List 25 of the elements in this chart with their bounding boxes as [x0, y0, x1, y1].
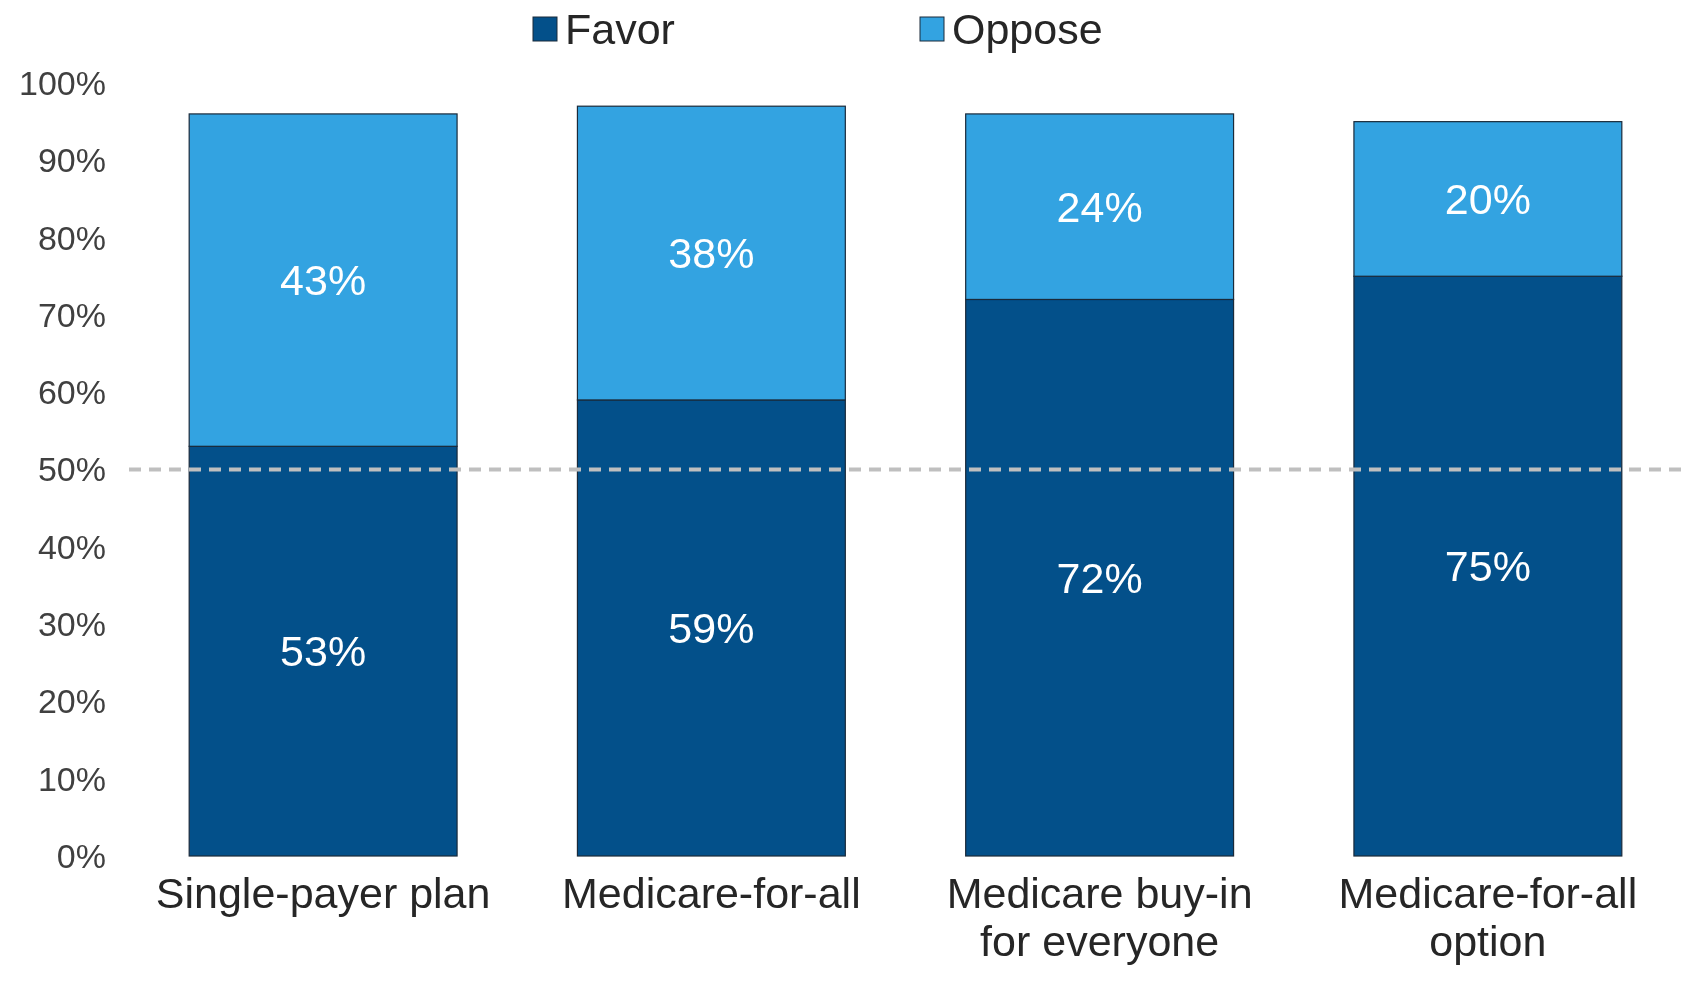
data-label: 38% [668, 229, 755, 278]
y-tick-label: 20% [37, 682, 106, 721]
data-label: 59% [668, 604, 755, 653]
legend-label: Oppose [952, 5, 1103, 54]
y-tick-label: 30% [37, 605, 106, 643]
y-tick-label: 90% [37, 141, 106, 180]
y-tick-label: 0% [56, 836, 106, 875]
y-tick-label: 40% [37, 527, 106, 566]
x-tick-label: Medicare-for-all [562, 869, 861, 917]
y-tick-label: 10% [37, 759, 106, 798]
data-label: 24% [1056, 182, 1143, 231]
y-tick-label: 70% [37, 295, 106, 334]
y-tick-label: 50% [37, 450, 106, 489]
y-tick-label: 100% [19, 63, 106, 102]
x-tick-label: Single-payer plan [155, 869, 491, 917]
data-label: 72% [1056, 553, 1143, 602]
data-label: 75% [1444, 542, 1531, 591]
data-label: 53% [280, 627, 367, 676]
y-tick-label: 80% [37, 218, 106, 257]
legend-label: Favor [565, 5, 675, 54]
x-tick-label: Medicare buy-in for everyone [946, 869, 1253, 965]
data-label: 20% [1444, 175, 1531, 223]
y-tick-label: 60% [37, 373, 106, 412]
data-label: 43% [280, 256, 367, 305]
x-tick-label: Medicare-for-all option [1338, 869, 1638, 965]
